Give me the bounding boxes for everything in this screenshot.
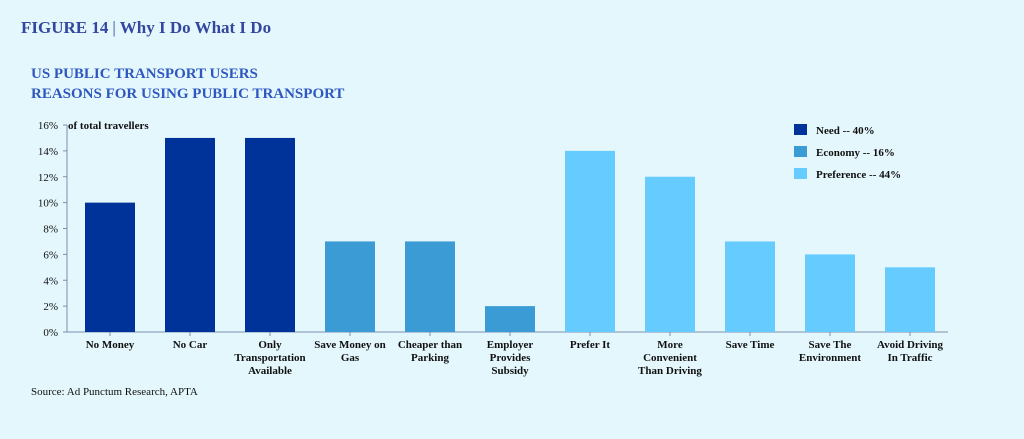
x-tick-label-line: More (657, 339, 683, 351)
legend-label: Preference -- 44% (816, 169, 901, 181)
x-tick-label: More Convenient Than Driving (638, 339, 702, 377)
bar (885, 267, 935, 332)
x-tick-label: No Car (173, 339, 208, 351)
x-tick-label-line: Parking (411, 352, 449, 364)
y-tick-label: 0% (43, 327, 58, 339)
x-tick-label-line: Save Time (726, 339, 775, 351)
bar (165, 137, 215, 332)
x-tick-label-line: Save Money on (314, 339, 386, 351)
y-tick-label: 12% (38, 172, 58, 184)
x-tick-label-line: Subsidy (491, 365, 529, 377)
x-tick-label-line: Than Driving (638, 365, 702, 377)
chart-subtitle: US PUBLIC TRANSPORT USERS REASONS FOR US… (31, 64, 344, 104)
x-tick-label-line: Prefer It (570, 339, 611, 351)
x-tick-label-line: In Traffic (887, 352, 932, 364)
x-tick-label-line: Environment (799, 352, 861, 364)
source-note: Source: Ad Punctum Research, APTA (31, 386, 198, 398)
x-tick-label-line: Provides (490, 352, 531, 364)
x-tick-label-line: Cheaper than (398, 339, 462, 351)
y-tick-label: 4% (43, 275, 58, 287)
x-tick-label-line: Avoid Driving (877, 339, 944, 351)
legend-label: Economy -- 16% (816, 147, 895, 159)
x-tick-label-line: No Money (86, 339, 135, 351)
bar (245, 137, 295, 332)
figure-separator: | (112, 18, 116, 37)
subtitle-line-2: REASONS FOR USING PUBLIC TRANSPORT (31, 86, 345, 102)
x-tick-label-line: No Car (173, 339, 208, 351)
x-tick-label-line: Save The (809, 339, 852, 351)
x-tick-label: Save Time (726, 339, 775, 351)
figure-number: FIGURE 14 (21, 18, 109, 37)
y-axis-label: of total travellers (68, 120, 149, 132)
bar (325, 241, 375, 332)
y-tick-label: 2% (43, 301, 58, 313)
figure-name: Why I Do What I Do (119, 18, 272, 37)
bar (725, 241, 775, 332)
legend-swatch (794, 168, 807, 179)
y-tick-label: 6% (43, 249, 58, 261)
subtitle-line-1: US PUBLIC TRANSPORT USERS (31, 66, 258, 82)
x-tick-label: Prefer It (570, 339, 611, 351)
x-tick-label-line: Only (258, 339, 282, 351)
y-tick-label: 14% (38, 146, 58, 158)
y-tick-label: 16% (38, 120, 58, 132)
x-tick-label: Avoid Driving In Traffic (877, 339, 944, 364)
x-tick-label: Save Money on Gas (314, 339, 386, 364)
x-tick-label: No Money (86, 339, 135, 351)
x-tick-label: Employer Provides Subsidy (487, 339, 534, 377)
legend-swatch (794, 146, 807, 157)
x-tick-label-line: Employer (487, 339, 534, 351)
bar (405, 241, 455, 332)
figure-title: FIGURE 14 | Why I Do What I Do (21, 18, 271, 38)
x-tick-label-line: Transportation (234, 352, 305, 364)
bar (485, 306, 535, 332)
legend-swatch (794, 124, 807, 135)
y-tick-label: 8% (43, 224, 58, 236)
bar (85, 202, 135, 332)
x-tick-label: Save The Environment (799, 339, 861, 364)
x-tick-label: Cheaper than Parking (398, 339, 462, 364)
x-tick-label-line: Available (248, 365, 292, 377)
bar (565, 150, 615, 332)
x-tick-label: Only Transportation Available (234, 339, 305, 377)
bar (805, 254, 855, 332)
x-tick-label-line: Gas (341, 352, 360, 364)
legend-label: Need -- 40% (816, 125, 875, 137)
x-tick-label-line: Convenient (643, 352, 697, 364)
y-tick-label: 10% (38, 198, 58, 210)
bar (645, 176, 695, 332)
